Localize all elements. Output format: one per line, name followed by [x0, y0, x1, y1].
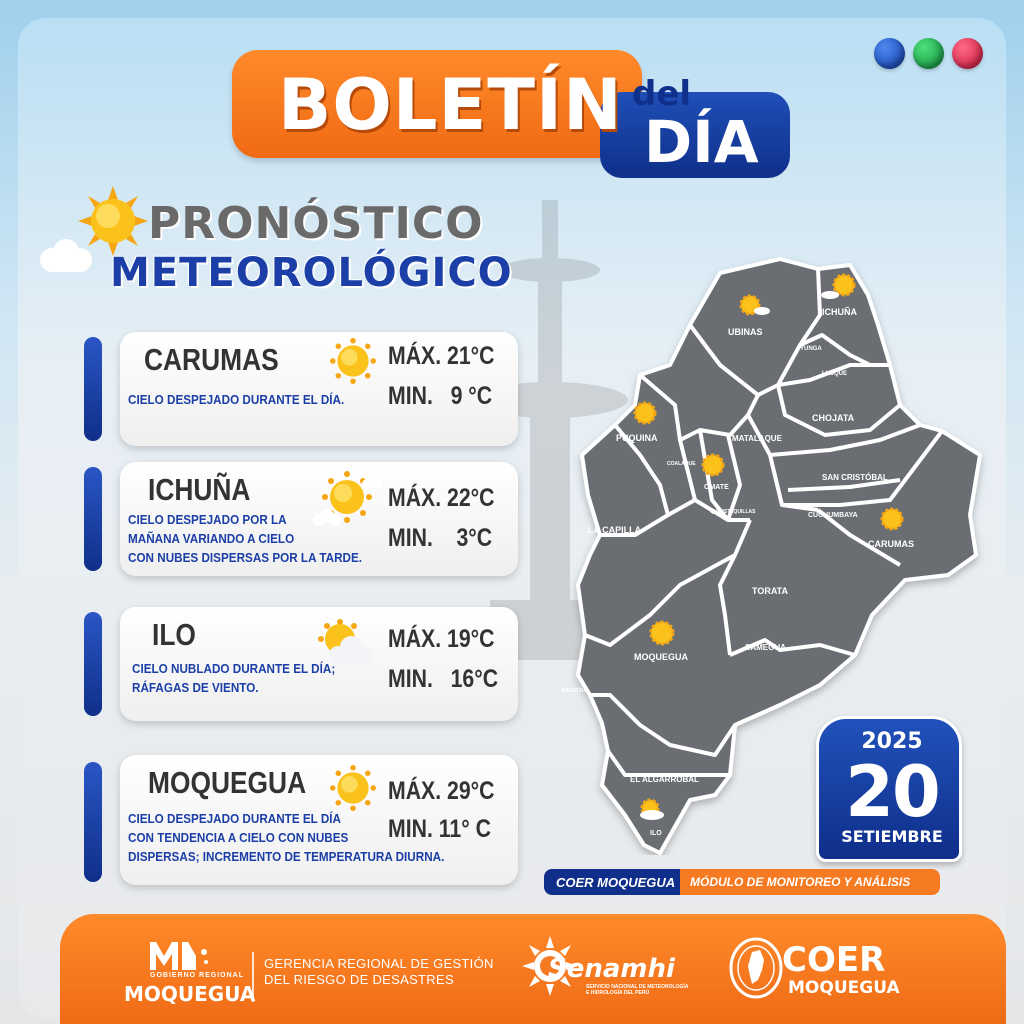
sun-icon [330, 765, 376, 811]
map-label-la-capilla: LA CAPILLA [588, 525, 642, 535]
map-label-ilo: ILO [650, 830, 662, 837]
green-dot [913, 38, 944, 69]
map-label-torata: TORATA [752, 586, 788, 596]
dia-banner [600, 92, 790, 178]
sun-cloud-icon [313, 471, 382, 526]
ribbon-left-text: COER MOQUEGUA [556, 875, 676, 890]
blue-dot [874, 38, 905, 69]
map-label-carumas: CARUMAS [868, 539, 914, 549]
senamhi-subtitle: SERVICIO NACIONAL DE METEOROLOGÍA E HIDR… [586, 984, 689, 996]
map-label-quinistaquillas: QUINISTAQUILLAS [710, 509, 756, 515]
dia-title: DÍA [644, 108, 759, 176]
card-accent-bar [84, 467, 102, 571]
map-label-ichuna: ICHUÑA [822, 307, 857, 317]
min-temperature: MIN. 16°C [388, 665, 499, 693]
max-temperature: MÁX. 19°C [388, 625, 495, 653]
max-temperature: MÁX. 22°C [388, 484, 495, 512]
map-label-pacocha: PACOCHA [562, 688, 587, 694]
cloud-sun-icon [640, 798, 664, 820]
map-label-el-algarrobal: EL ALGARROBAL [630, 775, 699, 784]
senamhi-logo-icon [522, 936, 578, 996]
forecast-card-moquegua: MOQUEGUA CIELO DESPEJADO DURANTE EL DÍA … [120, 755, 518, 885]
date-year: 2025 [861, 729, 923, 754]
forecast-card-ichuna: ICHUÑA CIELO DESPEJADO POR LA MAÑANA VAR… [120, 462, 518, 576]
city-name: CARUMAS [144, 342, 279, 377]
sun-icon [633, 401, 657, 425]
map-label-samegua: SAMEGUA [745, 643, 786, 652]
sun-icon [821, 273, 856, 299]
senamhi-name: Senamhi [548, 954, 675, 984]
gobierno-regional-logo-icon [150, 942, 208, 970]
gobierno-regional-name: MOQUEGUA [124, 982, 256, 1006]
map-label-chojata: CHOJATA [812, 413, 855, 423]
map-label-coalaque: COALAQUE [667, 461, 696, 467]
map-label-yunga: YUNGA [800, 346, 822, 352]
date-month: SETIEMBRE [841, 827, 943, 846]
forecast-description: CIELO DESPEJADO POR LA MAÑANA VARIANDO A… [128, 512, 363, 565]
coer-seal-icon [729, 937, 783, 999]
ribbon-left [544, 869, 684, 895]
gobierno-regional-label: GOBIERNO REGIONAL [150, 972, 245, 979]
min-temperature: MIN. 9 °C [388, 382, 493, 410]
coer-subtitle: MOQUEGUA [788, 978, 900, 998]
boletin-title: BOLETÍN [278, 64, 623, 146]
max-temperature: MÁX. 21°C [388, 342, 495, 370]
card-accent-bar [84, 612, 102, 716]
ribbon-right [680, 869, 940, 895]
moquegua-region-map: UBINAS ICHUÑA YUNGA LLOQUE CHOJATA MATAL… [562, 257, 982, 855]
city-name: MOQUEGUA [148, 765, 307, 800]
card-accent-bar [84, 337, 102, 441]
title-line-1: PRONÓSTICO [148, 198, 484, 249]
cloud-sun-icon [318, 619, 373, 664]
coer-name: COER [782, 940, 886, 980]
sun-icon [649, 620, 675, 646]
decorative-dots [874, 38, 983, 69]
boletin-banner [232, 50, 642, 158]
map-label-puquina: PUQUINA [616, 433, 658, 443]
city-name: ILO [152, 617, 196, 652]
sun-icon [739, 294, 770, 316]
map-label-ubinas: UBINAS [728, 327, 763, 337]
forecast-card-ilo: ILO CIELO NUBLADO DURANTE EL DÍA; RÁFAGA… [120, 607, 518, 721]
del-text: del [632, 74, 692, 114]
forecast-description: CIELO DESPEJADO DURANTE EL DÍA. [128, 392, 345, 407]
map-sun-icons [633, 273, 904, 820]
red-dot [952, 38, 983, 69]
forecast-card-carumas: CARUMAS CIELO DESPEJADO DURANTE EL DÍA. … [120, 332, 518, 446]
sun-icon [78, 186, 148, 256]
max-temperature: MÁX. 29°C [388, 777, 495, 805]
card-accent-bar [84, 762, 102, 882]
sun-icon [330, 338, 376, 384]
map-borders [584, 268, 944, 777]
map-label-matalaque: MATALAQUE [732, 434, 783, 443]
date-badge: 2025 20 SETIEMBRE [816, 716, 962, 862]
map-label-cuchumbaya: CUCHUMBAYA [808, 512, 858, 519]
city-name: ICHUÑA [148, 472, 251, 507]
min-temperature: MIN. 3°C [388, 524, 493, 552]
date-day: 20 [845, 751, 940, 833]
sun-icon [880, 507, 904, 531]
map-label-san-cristobal: SAN CRISTÓBAL [822, 473, 888, 482]
map-label-lloque: LLOQUE [822, 371, 847, 377]
cloud-icon [40, 239, 92, 272]
map-label-omate: OMATE [704, 484, 729, 491]
map-label-moquegua: MOQUEGUA [634, 652, 689, 662]
sun-icon [701, 453, 725, 477]
ribbon-right-text: MÓDULO DE MONITOREO Y ANÁLISIS [690, 875, 911, 889]
footer-divider [252, 952, 254, 1002]
min-temperature: MIN. 11° C [388, 815, 491, 843]
gerencia-text: GERENCIA REGIONAL DE GESTIÓN DEL RIESGO … [264, 956, 494, 987]
forecast-description: CIELO DESPEJADO DURANTE EL DÍA CON TENDE… [128, 811, 445, 864]
title-line-2: METEOROLÓGICO [110, 250, 513, 296]
forecast-description: CIELO NUBLADO DURANTE EL DÍA; RÁFAGAS DE… [132, 661, 336, 695]
